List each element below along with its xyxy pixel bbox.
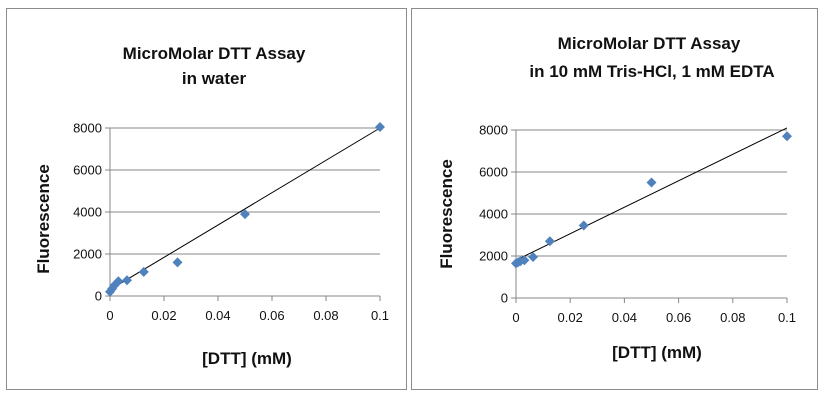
y-tick-label: 8000: [479, 123, 508, 138]
data-point: [375, 121, 385, 132]
x-tick-label: 0.08: [313, 308, 338, 323]
x-tick-label: 0.1: [371, 308, 389, 323]
y-tick-label: 6000: [73, 163, 102, 178]
x-tick-label: 0.06: [259, 308, 284, 323]
y-tick-label: 4000: [479, 207, 508, 222]
data-point: [528, 252, 539, 263]
data-point: [138, 266, 149, 277]
y-tick-label: 0: [501, 291, 508, 306]
x-tick-label: 0.02: [558, 310, 583, 325]
data-point: [782, 131, 792, 142]
y-tick-label: 8000: [73, 121, 102, 136]
x-axis-label: [DTT] (mM): [612, 343, 702, 362]
x-tick-label: 0.08: [720, 310, 745, 325]
chart-title-line-1: MicroMolar DTT Assay: [123, 44, 306, 63]
data-point: [578, 220, 589, 231]
x-tick-label: 0.06: [666, 310, 691, 325]
x-tick-label: 0.02: [151, 308, 176, 323]
y-tick-label: 4000: [73, 205, 102, 220]
data-point: [646, 177, 657, 188]
y-axis-label: Fluorescence: [437, 159, 456, 269]
x-tick-label: 0.04: [612, 310, 637, 325]
chart-title-line-2: in water: [182, 69, 247, 88]
chart-tris: MicroMolar DTT Assay in 10 mM Tris-HCl, …: [437, 34, 796, 362]
data-point: [122, 275, 133, 286]
chart-title-line-2: in 10 mM Tris-HCl, 1 mM EDTA: [529, 62, 774, 81]
x-tick-label: 0.04: [205, 308, 230, 323]
chart-water: MicroMolar DTT Assay in water Fluorescen…: [34, 44, 389, 368]
data-point: [519, 255, 530, 266]
trendline: [109, 127, 381, 291]
x-tick-label: 0.1: [778, 310, 796, 325]
trendline: [515, 127, 788, 261]
chart-panel-tris: MicroMolar DTT Assay in 10 mM Tris-HCl, …: [411, 8, 818, 390]
y-tick-label: 6000: [479, 165, 508, 180]
data-point: [240, 209, 250, 220]
x-axis-label: [DTT] (mM): [202, 349, 292, 368]
data-point: [113, 276, 124, 287]
y-tick-label: 2000: [73, 247, 102, 262]
chart-title-line-1: MicroMolar DTT Assay: [558, 34, 741, 53]
data-point: [172, 257, 183, 268]
x-tick-label: 0: [106, 308, 113, 323]
y-tick-label: 2000: [479, 249, 508, 264]
y-axis-label: Fluorescence: [34, 164, 53, 274]
data-point: [544, 236, 555, 247]
x-tick-label: 0: [512, 310, 519, 325]
y-tick-label: 0: [95, 289, 102, 304]
chart-panel-water: MicroMolar DTT Assay in water Fluorescen…: [6, 8, 407, 390]
